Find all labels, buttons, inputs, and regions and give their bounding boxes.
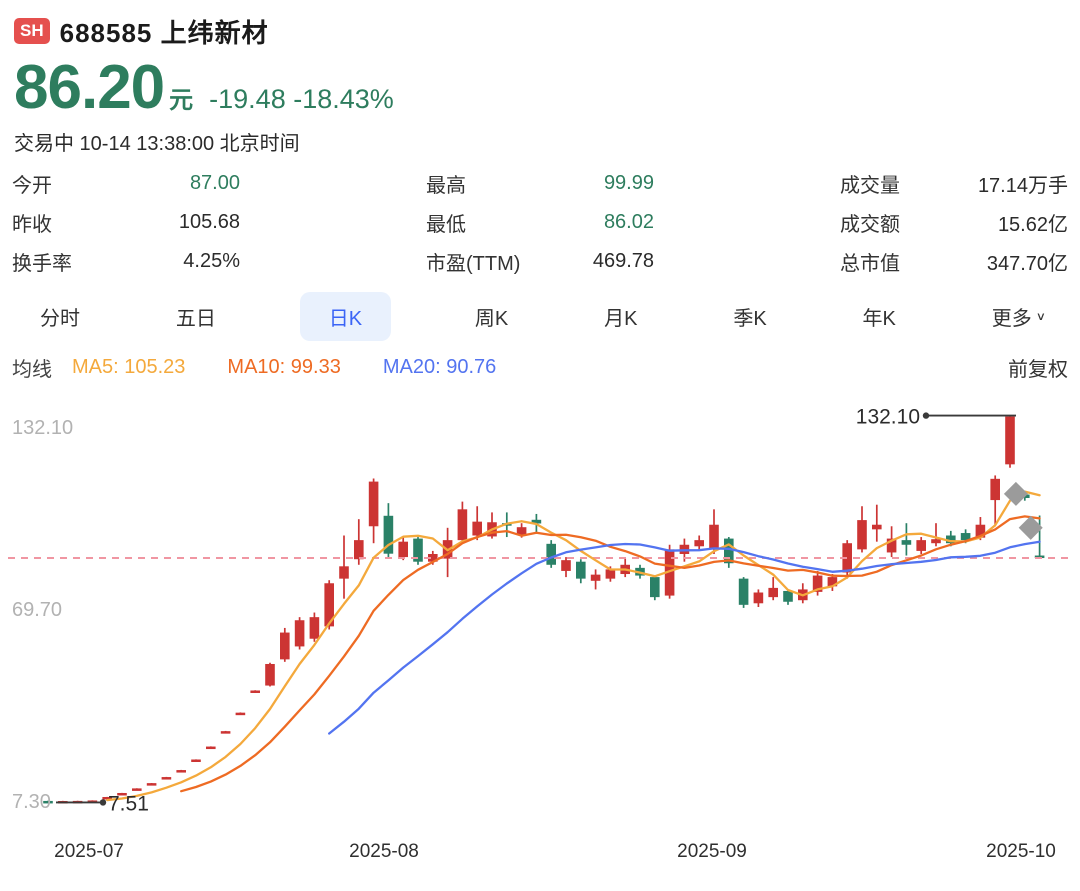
ma5-line	[106, 490, 1041, 802]
tab-label: 年K	[862, 307, 896, 330]
tab-分时[interactable]: 分时	[28, 292, 92, 341]
stat-row: 换手率 4.25%	[12, 242, 240, 281]
price-change: -19.48 -18.43%	[209, 84, 394, 114]
kline-chart[interactable]: 132.10 7.51 132.10 69.70 7.30 2025-07 2025-08 2…	[0, 387, 1080, 874]
tab-季K[interactable]: 季K	[721, 292, 778, 341]
tab-日K[interactable]: 日K	[299, 291, 392, 341]
stat-row: 市盈(TTM) 469.78	[426, 242, 654, 281]
tab-更多[interactable]: 更多 ∨	[980, 292, 1058, 341]
stat-value: 347.70亿	[986, 253, 1068, 275]
stat-value: 4.25%	[183, 250, 240, 272]
stat-value: 17.14万手	[977, 175, 1068, 197]
x-axis-label: 2025-08	[349, 841, 419, 862]
title-row: SH 688585 上纬新材	[14, 14, 1066, 48]
y-axis-label: 132.10	[12, 417, 73, 439]
high-annotation-label: 132.10	[856, 406, 920, 429]
ma-legend-item: MA5: 105.23	[72, 355, 186, 378]
ma20-line	[328, 540, 1041, 735]
stat-value: 105.68	[178, 211, 240, 233]
stat-column: 最高 99.99 最低 86.02 市盈(TTM) 469.78	[426, 164, 654, 281]
trading-status: 交易中 10-14 13:38:00 北京时间	[14, 133, 300, 155]
ma-legend-item: MA10: 99.33	[227, 355, 341, 378]
chevron-down-icon: ∨	[1035, 309, 1046, 322]
tab-label: 五日	[175, 307, 216, 330]
stat-value: 86.02	[603, 211, 654, 233]
stat-label: 今开	[12, 175, 52, 197]
stat-column: 今开 87.00 昨收 105.68 换手率 4.25%	[12, 164, 240, 281]
stat-row: 最高 99.99	[426, 164, 654, 203]
tab-label: 季K	[733, 307, 767, 330]
x-axis-label: 2025-09	[677, 841, 747, 862]
tab-五日[interactable]: 五日	[164, 292, 228, 341]
low-annotation-dot	[99, 799, 107, 806]
stat-row: 昨收 105.68	[12, 203, 240, 242]
low-annotation-label: 7.51	[108, 792, 149, 815]
tab-label: 月K	[604, 307, 638, 330]
candles-group	[43, 416, 1045, 804]
ma-legend-row: 均线 MA5: 105.23 MA10: 99.33 MA20: 90.76 前复权	[0, 347, 1080, 387]
high-annotation-dot	[922, 412, 930, 419]
stat-row: 成交额 15.62亿	[840, 203, 1068, 242]
stat-row: 成交量 17.14万手	[840, 164, 1068, 203]
stat-value: 87.00	[189, 172, 240, 194]
stat-row: 总市值 347.70亿	[840, 242, 1068, 281]
chart-area: 132.10 7.51 132.10 69.70 7.30 2025-07 2025-08 2…	[0, 387, 1080, 874]
stock-code-name: 688585 上纬新材	[59, 17, 269, 48]
ma-legend-items: MA5: 105.23 MA10: 99.33 MA20: 90.76	[72, 356, 538, 379]
stats-grid: 今开 87.00 昨收 105.68 换手率 4.25% 最高 99.99 最低 86.02 市盈(…	[0, 164, 1080, 281]
stat-label: 总市值	[840, 253, 900, 275]
stat-label: 换手率	[12, 253, 72, 275]
stat-value: 15.62亿	[997, 214, 1068, 236]
stat-label: 最低	[426, 214, 466, 236]
tab-年K[interactable]: 年K	[851, 292, 908, 341]
stat-column: 成交量 17.14万手成交额 15.62亿总市值 347.70亿	[840, 164, 1068, 281]
stat-label: 成交额	[840, 214, 900, 236]
stat-row: 最低 86.02	[426, 203, 654, 242]
ma-legend-title: 均线	[12, 358, 52, 381]
stat-label: 最高	[426, 175, 466, 197]
tab-label: 分时	[40, 307, 80, 330]
exchange-badge: SH	[14, 18, 50, 44]
stat-label: 昨收	[12, 214, 52, 236]
x-axis-label: 2025-10	[986, 841, 1056, 862]
current-price: 86.20	[14, 53, 165, 123]
stat-value: 99.99	[603, 172, 654, 194]
tab-label: 更多	[991, 307, 1032, 330]
price-row: 86.20 元 -19.48 -18.43%	[14, 52, 1066, 123]
adjust-mode-button[interactable]: 前复权	[1008, 358, 1068, 381]
event-marker-icon[interactable]	[1018, 515, 1043, 540]
x-axis-label: 2025-07	[54, 841, 124, 862]
price-unit: 元	[169, 87, 194, 114]
stat-label: 成交量	[840, 175, 900, 197]
y-axis-label: 7.30	[12, 791, 51, 813]
tab-周K[interactable]: 周K	[463, 292, 520, 341]
y-axis-label: 69.70	[12, 599, 62, 621]
stat-value: 469.78	[592, 250, 654, 272]
tab-月K[interactable]: 月K	[592, 292, 649, 341]
stock-header: SH 688585 上纬新材 86.20 元 -19.48 -18.43% 交易…	[0, 0, 1080, 155]
ma-legend-item: MA20: 90.76	[382, 355, 497, 378]
period-tabs: 分时 五日 日K 周K 月K 季K 年K 更多 ∨	[0, 287, 1080, 345]
event-marker-icon[interactable]	[1003, 481, 1028, 506]
stat-label: 市盈(TTM)	[426, 253, 521, 275]
tab-label: 日K	[328, 307, 363, 330]
tab-label: 周K	[474, 307, 509, 330]
stat-row: 今开 87.00	[12, 164, 240, 203]
